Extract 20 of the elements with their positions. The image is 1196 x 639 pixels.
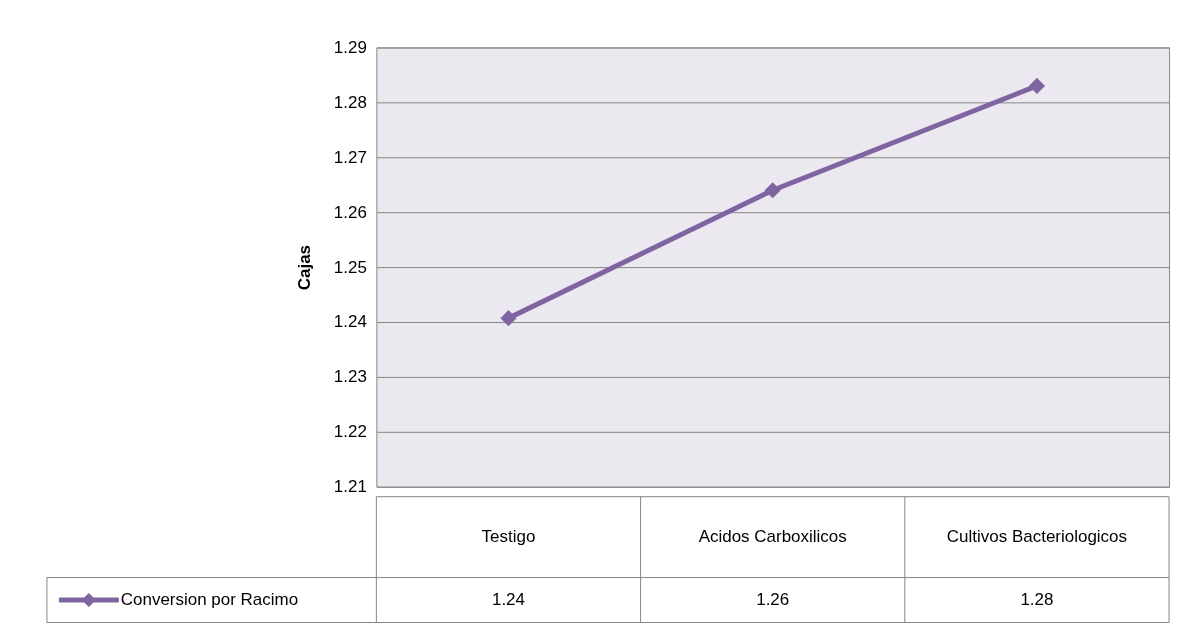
y-tick-label: 1.23 <box>333 367 367 387</box>
x-tick-label: Testigo <box>481 527 536 547</box>
y-tick-label: 1.26 <box>333 202 367 222</box>
x-tick-label: Acidos Carboxilicos <box>698 527 847 547</box>
y-axis-title: Cajas <box>294 244 314 291</box>
data-label: 1.24 <box>491 590 525 610</box>
point <box>1028 77 1045 94</box>
y-tick-label: 1.27 <box>333 147 367 167</box>
y-tick-label: 1.29 <box>333 37 367 57</box>
point <box>764 182 781 199</box>
data-label: 1.28 <box>1020 590 1054 610</box>
data-label: 1.26 <box>756 590 790 610</box>
legend-label: Conversion por Racimo <box>120 590 299 610</box>
y-tick-label: 1.25 <box>333 257 367 277</box>
y-tick-label: 1.24 <box>333 312 367 332</box>
point <box>500 310 517 327</box>
y-tick-label: 1.28 <box>333 92 367 112</box>
y-tick-label: 1.22 <box>333 422 367 442</box>
y-tick-label: 1.21 <box>333 477 367 497</box>
x-tick-label: Cultivos Bacteriologicos <box>946 527 1127 547</box>
